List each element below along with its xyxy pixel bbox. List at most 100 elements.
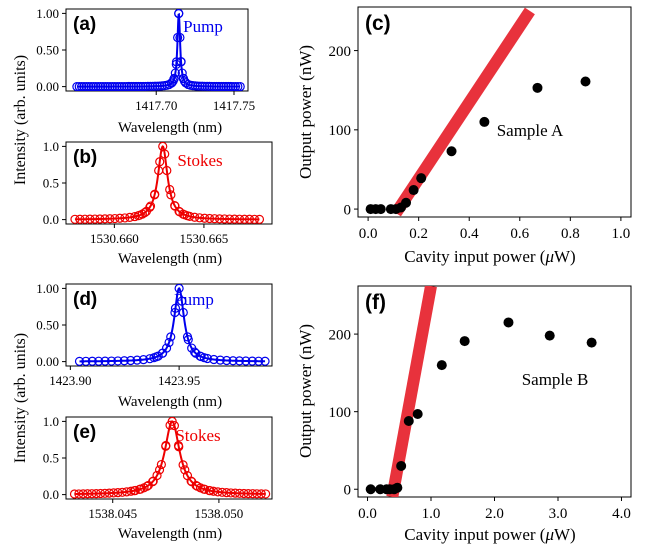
data-marker [248, 489, 258, 499]
xtick-label: 1530.660 [90, 231, 139, 246]
data-marker [222, 355, 232, 366]
xlabel-mu: μ [544, 525, 554, 544]
data-marker [228, 81, 238, 91]
data-marker [85, 214, 95, 224]
xtick-label: 1423.90 [49, 373, 91, 388]
data-marker [120, 213, 130, 223]
ytick-label: 100 [329, 123, 352, 139]
data-marker [195, 351, 205, 361]
data-marker [140, 81, 151, 91]
data-marker [239, 488, 249, 499]
data-marker [178, 307, 188, 318]
data-marker [106, 356, 117, 366]
xtick-label: 0.4 [460, 226, 479, 242]
ytick-label: 0 [344, 482, 352, 498]
data-marker [142, 481, 152, 491]
data-marker [129, 486, 139, 496]
data-marker [105, 81, 115, 91]
data-marker [119, 356, 129, 366]
data-marker [226, 488, 236, 498]
xlabel: Wavelength (nm) [118, 394, 222, 410]
data-marker [86, 81, 96, 91]
data-marker [81, 81, 91, 91]
data-marker [176, 57, 186, 67]
data-marker [78, 489, 88, 499]
data-marker [74, 489, 84, 499]
data-marker [94, 356, 104, 366]
data-marker [112, 81, 122, 91]
data-point [392, 482, 403, 493]
data-marker [90, 214, 100, 224]
panel-label: (d) [73, 289, 97, 310]
data-marker [254, 214, 265, 224]
data-marker [229, 214, 240, 224]
data-point [401, 197, 412, 208]
data-marker [241, 356, 251, 366]
data-marker [110, 81, 120, 91]
panel-label: (b) [73, 147, 97, 168]
data-marker [233, 81, 243, 91]
data-point [503, 317, 514, 328]
data-marker [223, 81, 233, 91]
xtick-label: 1417.70 [135, 98, 177, 113]
data-marker [87, 489, 97, 499]
data-marker [224, 214, 235, 224]
ytick-label: 200 [329, 44, 352, 60]
xtick-label: 1538.050 [195, 506, 244, 521]
data-marker [107, 81, 117, 91]
data-marker [200, 213, 210, 223]
data-marker [202, 81, 212, 91]
data-marker [166, 332, 176, 342]
data-marker [131, 81, 141, 91]
right-xlabel-bottom: Cavity input power (μW) [404, 525, 575, 544]
xtick-label: 0.8 [561, 226, 580, 242]
data-marker [260, 356, 270, 366]
axes-frame [357, 6, 632, 218]
data-marker [167, 78, 177, 88]
data-marker [243, 488, 253, 499]
data-marker [91, 81, 101, 91]
data-marker [219, 214, 230, 224]
data-marker [239, 214, 250, 224]
data-marker [108, 488, 119, 498]
data-marker [126, 355, 136, 366]
data-marker [87, 356, 97, 366]
ytick-label: 1.00 [36, 281, 59, 296]
data-marker [138, 81, 148, 91]
data-marker [174, 284, 184, 293]
data-marker [98, 81, 108, 91]
ytick-label: 0.0 [43, 487, 59, 502]
data-marker [74, 356, 85, 366]
data-marker [178, 460, 188, 470]
data-marker [179, 76, 190, 86]
data-marker [211, 81, 222, 91]
fit-curve [79, 287, 266, 363]
annotation: Sample B [522, 370, 589, 389]
data-marker [143, 81, 153, 91]
panel-e: 0.0 0.5 1.0 1538.045 1538.050 Wavelength (nm)… [43, 414, 273, 542]
xlabel: Wavelength (nm) [118, 526, 222, 542]
ytick-label: 0.50 [36, 318, 59, 333]
data-marker [204, 213, 215, 224]
data-marker [200, 81, 210, 91]
xtick-label: 1.0 [422, 506, 441, 522]
data-marker [133, 211, 143, 221]
data-marker [100, 214, 110, 224]
ytick-label: 200 [329, 327, 352, 343]
data-point [532, 82, 543, 93]
data-marker [148, 476, 158, 486]
data-marker [95, 81, 106, 91]
data-marker [105, 214, 115, 224]
xtick-label: 0.6 [510, 226, 529, 242]
data-marker [95, 214, 105, 224]
xtick-label: 1417.75 [213, 98, 255, 113]
data-marker [129, 81, 139, 91]
data-marker [138, 355, 149, 365]
data-point [408, 185, 419, 196]
xlabel-tail: W) [554, 525, 576, 544]
data-marker [75, 214, 85, 224]
data-marker [205, 486, 215, 496]
data-marker [100, 488, 110, 498]
data-marker [113, 488, 123, 498]
